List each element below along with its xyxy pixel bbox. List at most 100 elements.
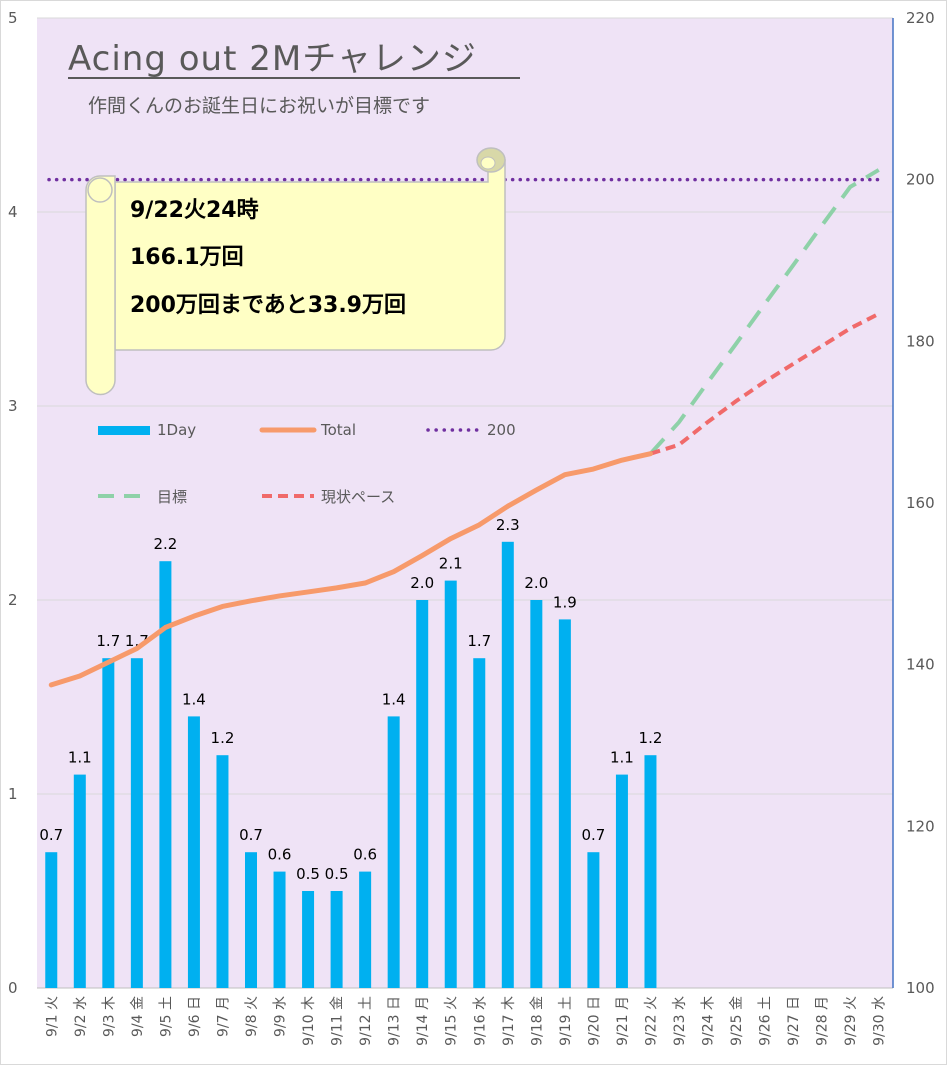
category-label: 9/2 水 — [73, 996, 89, 1037]
legend-label-pace: 現状ペース — [321, 488, 395, 506]
left-tick-label: 4 — [8, 203, 18, 221]
category-label: 9/10 木 — [301, 996, 317, 1046]
left-tick-label: 3 — [8, 397, 18, 415]
right-tick-label: 120 — [906, 817, 935, 835]
chart-title: Acing out 2Mチャレンジ — [68, 39, 477, 79]
bar — [216, 755, 229, 988]
bar-value-label: 2.2 — [153, 535, 177, 553]
left-tick-label: 2 — [8, 591, 18, 609]
bar — [102, 658, 115, 988]
legend-label-200: 200 — [487, 421, 516, 439]
note-left-roll — [85, 175, 116, 396]
bar-value-label: 0.5 — [296, 865, 320, 883]
category-label: 9/11 金 — [330, 996, 346, 1046]
bar — [187, 716, 200, 988]
bar-value-label: 0.7 — [39, 826, 63, 844]
note-line-3: 200万回まであと33.9万回 — [130, 293, 406, 318]
gridlines — [37, 17, 893, 989]
bar-value-label: 2.1 — [439, 555, 463, 573]
legend-swatch-1day — [98, 426, 150, 435]
bar-value-label: 1.1 — [68, 749, 92, 767]
category-label: 9/30 水 — [872, 996, 888, 1046]
bar-value-label: 2.0 — [410, 574, 434, 592]
bar-value-label: 1.1 — [610, 749, 634, 767]
category-label: 9/14 月 — [415, 996, 431, 1046]
category-label: 9/25 金 — [729, 996, 745, 1046]
category-label: 9/22 火 — [643, 996, 659, 1046]
bar — [473, 658, 486, 988]
bar-value-label: 1.2 — [639, 729, 663, 747]
bar — [330, 891, 343, 988]
category-label: 9/19 土 — [558, 996, 574, 1046]
right-tick-label: 140 — [906, 656, 935, 674]
bar-value-label: 1.4 — [182, 690, 206, 708]
note-line-1: 9/22火24時 — [130, 198, 259, 223]
category-label: 9/26 土 — [758, 996, 774, 1046]
bar-value-label: 0.5 — [325, 865, 349, 883]
right-axis: 100 120 140 160 180 200 220 — [892, 9, 935, 997]
category-label: 9/7 月 — [215, 996, 231, 1037]
legend-label-1day: 1Day — [157, 421, 196, 439]
bar — [615, 774, 628, 988]
right-tick-label: 220 — [906, 9, 935, 27]
legend-label-goal: 目標 — [157, 488, 187, 506]
bar — [416, 600, 429, 988]
category-label: 9/17 木 — [501, 996, 517, 1046]
bar — [273, 871, 286, 988]
category-label: 9/12 土 — [358, 996, 374, 1046]
category-label: 9/3 木 — [101, 996, 117, 1037]
bar-value-label: 1.2 — [211, 729, 235, 747]
bar — [387, 716, 400, 988]
category-label: 9/16 水 — [472, 996, 488, 1046]
bar — [644, 755, 657, 988]
bar-value-label: 1.7 — [96, 632, 120, 650]
pace-line — [649, 312, 880, 456]
bar — [302, 891, 315, 988]
bar — [159, 561, 172, 988]
bar-value-label: 0.6 — [268, 846, 292, 864]
left-axis: 0 1 2 3 4 5 — [8, 9, 18, 997]
category-label: 9/4 金 — [130, 996, 146, 1037]
bar-value-label: 1.7 — [467, 632, 491, 650]
bar — [73, 774, 86, 988]
left-tick-label: 5 — [8, 9, 18, 27]
bar-value-label: 1.9 — [553, 593, 577, 611]
total-line — [48, 451, 653, 688]
right-tick-label: 180 — [906, 332, 935, 350]
category-label: 9/6 日 — [187, 996, 203, 1037]
bar — [501, 541, 514, 988]
bar — [530, 600, 543, 988]
bar-value-label: 2.3 — [496, 516, 520, 534]
line-series — [47, 168, 885, 688]
chart-subtitle: 作間くんのお誕生日にお祝いが目標です — [88, 95, 430, 117]
bar-value-label: 0.6 — [353, 846, 377, 864]
bar — [245, 852, 257, 988]
bar-labels: 0.71.11.7 1.72.21.41.20.70.60.5 0.50.61.42… — [39, 516, 662, 883]
bar-value-label: 0.7 — [239, 826, 263, 844]
category-label: 9/8 火 — [244, 996, 260, 1037]
left-tick-label: 0 — [8, 979, 18, 997]
right-tick-label: 200 — [906, 171, 935, 189]
right-tick-label: 100 — [906, 979, 935, 997]
category-label: 9/20 日 — [586, 996, 602, 1046]
category-label: 9/23 水 — [672, 996, 688, 1046]
left-tick-label: 1 — [8, 785, 18, 803]
bars-1day — [45, 541, 657, 988]
note-line-2: 166.1万回 — [130, 245, 244, 270]
category-labels: 9/1 火 9/2 水 9/3 木 9/4 金 9/5 土 9/6 日 9/7 月 9/8 火… — [44, 996, 887, 1046]
legend-label-total: Total — [320, 421, 356, 439]
bar-value-label: 1.4 — [382, 690, 406, 708]
bar — [359, 871, 372, 988]
category-label: 9/15 火 — [444, 996, 460, 1046]
bar — [130, 658, 143, 988]
bar — [558, 619, 571, 988]
category-label: 9/27 日 — [786, 996, 802, 1046]
category-label: 9/9 水 — [273, 996, 289, 1037]
bar-value-label: 0.7 — [581, 826, 605, 844]
bar — [444, 580, 457, 988]
category-label: 9/24 木 — [701, 996, 717, 1046]
category-label: 9/18 金 — [529, 996, 545, 1046]
bar — [45, 852, 58, 988]
category-label: 9/28 月 — [815, 996, 831, 1046]
